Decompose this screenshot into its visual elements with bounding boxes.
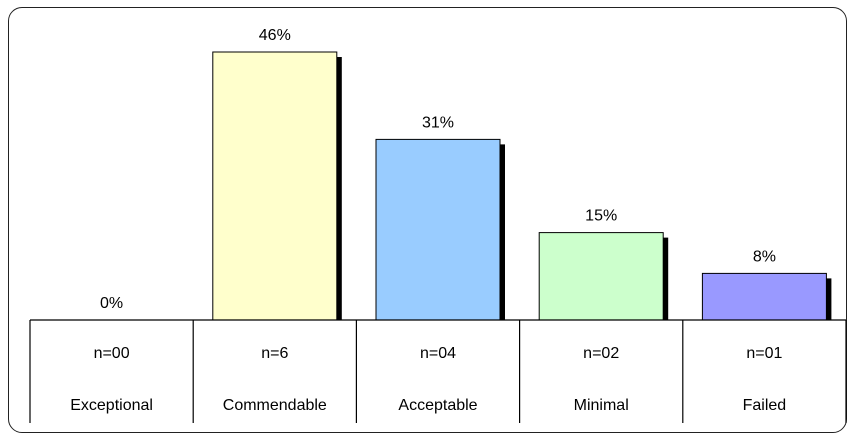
bar-commendable — [212, 51, 338, 321]
bar-failed — [701, 272, 827, 321]
category-label-minimal: Minimal — [574, 397, 629, 414]
value-label-exceptional: 0% — [100, 295, 123, 312]
category-label-commendable: Commendable — [223, 397, 327, 414]
bar-minimal — [538, 232, 664, 321]
count-label-minimal: n=02 — [583, 345, 619, 362]
value-label-acceptable: 31% — [422, 114, 454, 131]
bar-acceptable — [375, 138, 501, 321]
chart-frame — [8, 7, 847, 433]
value-label-commendable: 46% — [259, 27, 291, 44]
category-label-acceptable: Acceptable — [398, 397, 477, 414]
count-label-exceptional: n=00 — [94, 345, 130, 362]
category-label-exceptional: Exceptional — [70, 397, 153, 414]
category-label-failed: Failed — [743, 397, 787, 414]
count-label-failed: n=01 — [746, 345, 782, 362]
value-label-failed: 8% — [753, 248, 776, 265]
value-label-minimal: 15% — [585, 208, 617, 225]
count-label-commendable: n=6 — [261, 345, 288, 362]
count-label-acceptable: n=04 — [420, 345, 456, 362]
